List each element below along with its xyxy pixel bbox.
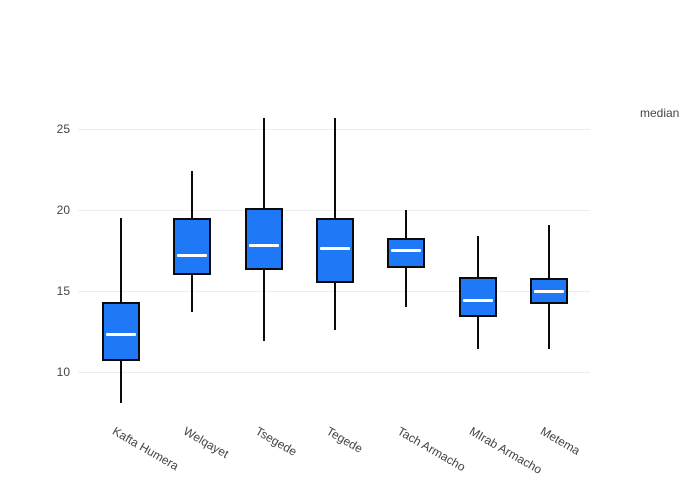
legend: median [640,106,679,120]
box-kafta-humera[interactable] [101,302,140,361]
median-line-mirab-armacho [462,299,493,303]
lower-whisker-metema [548,304,551,350]
upper-whisker-mirab-armacho [476,236,479,277]
lower-whisker-tsegede [262,270,265,342]
lower-whisker-kafta-humera [119,360,122,403]
upper-whisker-metema [548,224,551,279]
x-tick-label-mirab-armacho: MIrab Armacho [466,424,545,477]
box-mirab-armacho[interactable] [458,276,497,317]
x-tick-label-metema: Metema [538,424,583,458]
median-line-tsegede [248,244,279,248]
box-welqayet[interactable] [173,218,212,275]
y-tick-label: 20 [56,203,70,218]
upper-whisker-tach-armacho [405,210,408,238]
lower-whisker-welqayet [191,274,194,313]
box-tegede[interactable] [316,218,354,283]
upper-whisker-welqayet [191,171,194,219]
median-line-metema [534,289,565,293]
box-tach-armacho[interactable] [387,237,426,269]
lower-whisker-tach-armacho [405,268,408,308]
box-tsegede[interactable] [244,208,283,271]
x-tick-label-tach-armacho: Tach Armacho [395,424,469,475]
y-tick-label: 25 [56,122,70,137]
y-tick-label: 15 [56,284,70,299]
median-line-welqayet [177,253,208,257]
upper-whisker-tsegede [262,117,265,209]
median-line-tach-armacho [391,249,422,253]
upper-whisker-tegede [334,117,336,219]
x-tick-label-kafta-humera: Kafta Humera [109,424,181,474]
y-tick-label: 10 [56,365,70,380]
lower-whisker-mirab-armacho [476,317,479,350]
x-tick-label-tegede: Tegede [324,424,366,456]
upper-whisker-kafta-humera [119,218,122,303]
x-tick-label-tsegede: Tsegede [252,424,299,459]
median-line-tegede [320,247,350,251]
lower-whisker-tegede [334,282,336,330]
gridline-y-10 [78,371,590,373]
x-tick-label-welqayet: Welqayet [181,424,232,462]
legend-item-median[interactable]: median [640,106,680,120]
median-line-kafta-humera [105,333,136,337]
